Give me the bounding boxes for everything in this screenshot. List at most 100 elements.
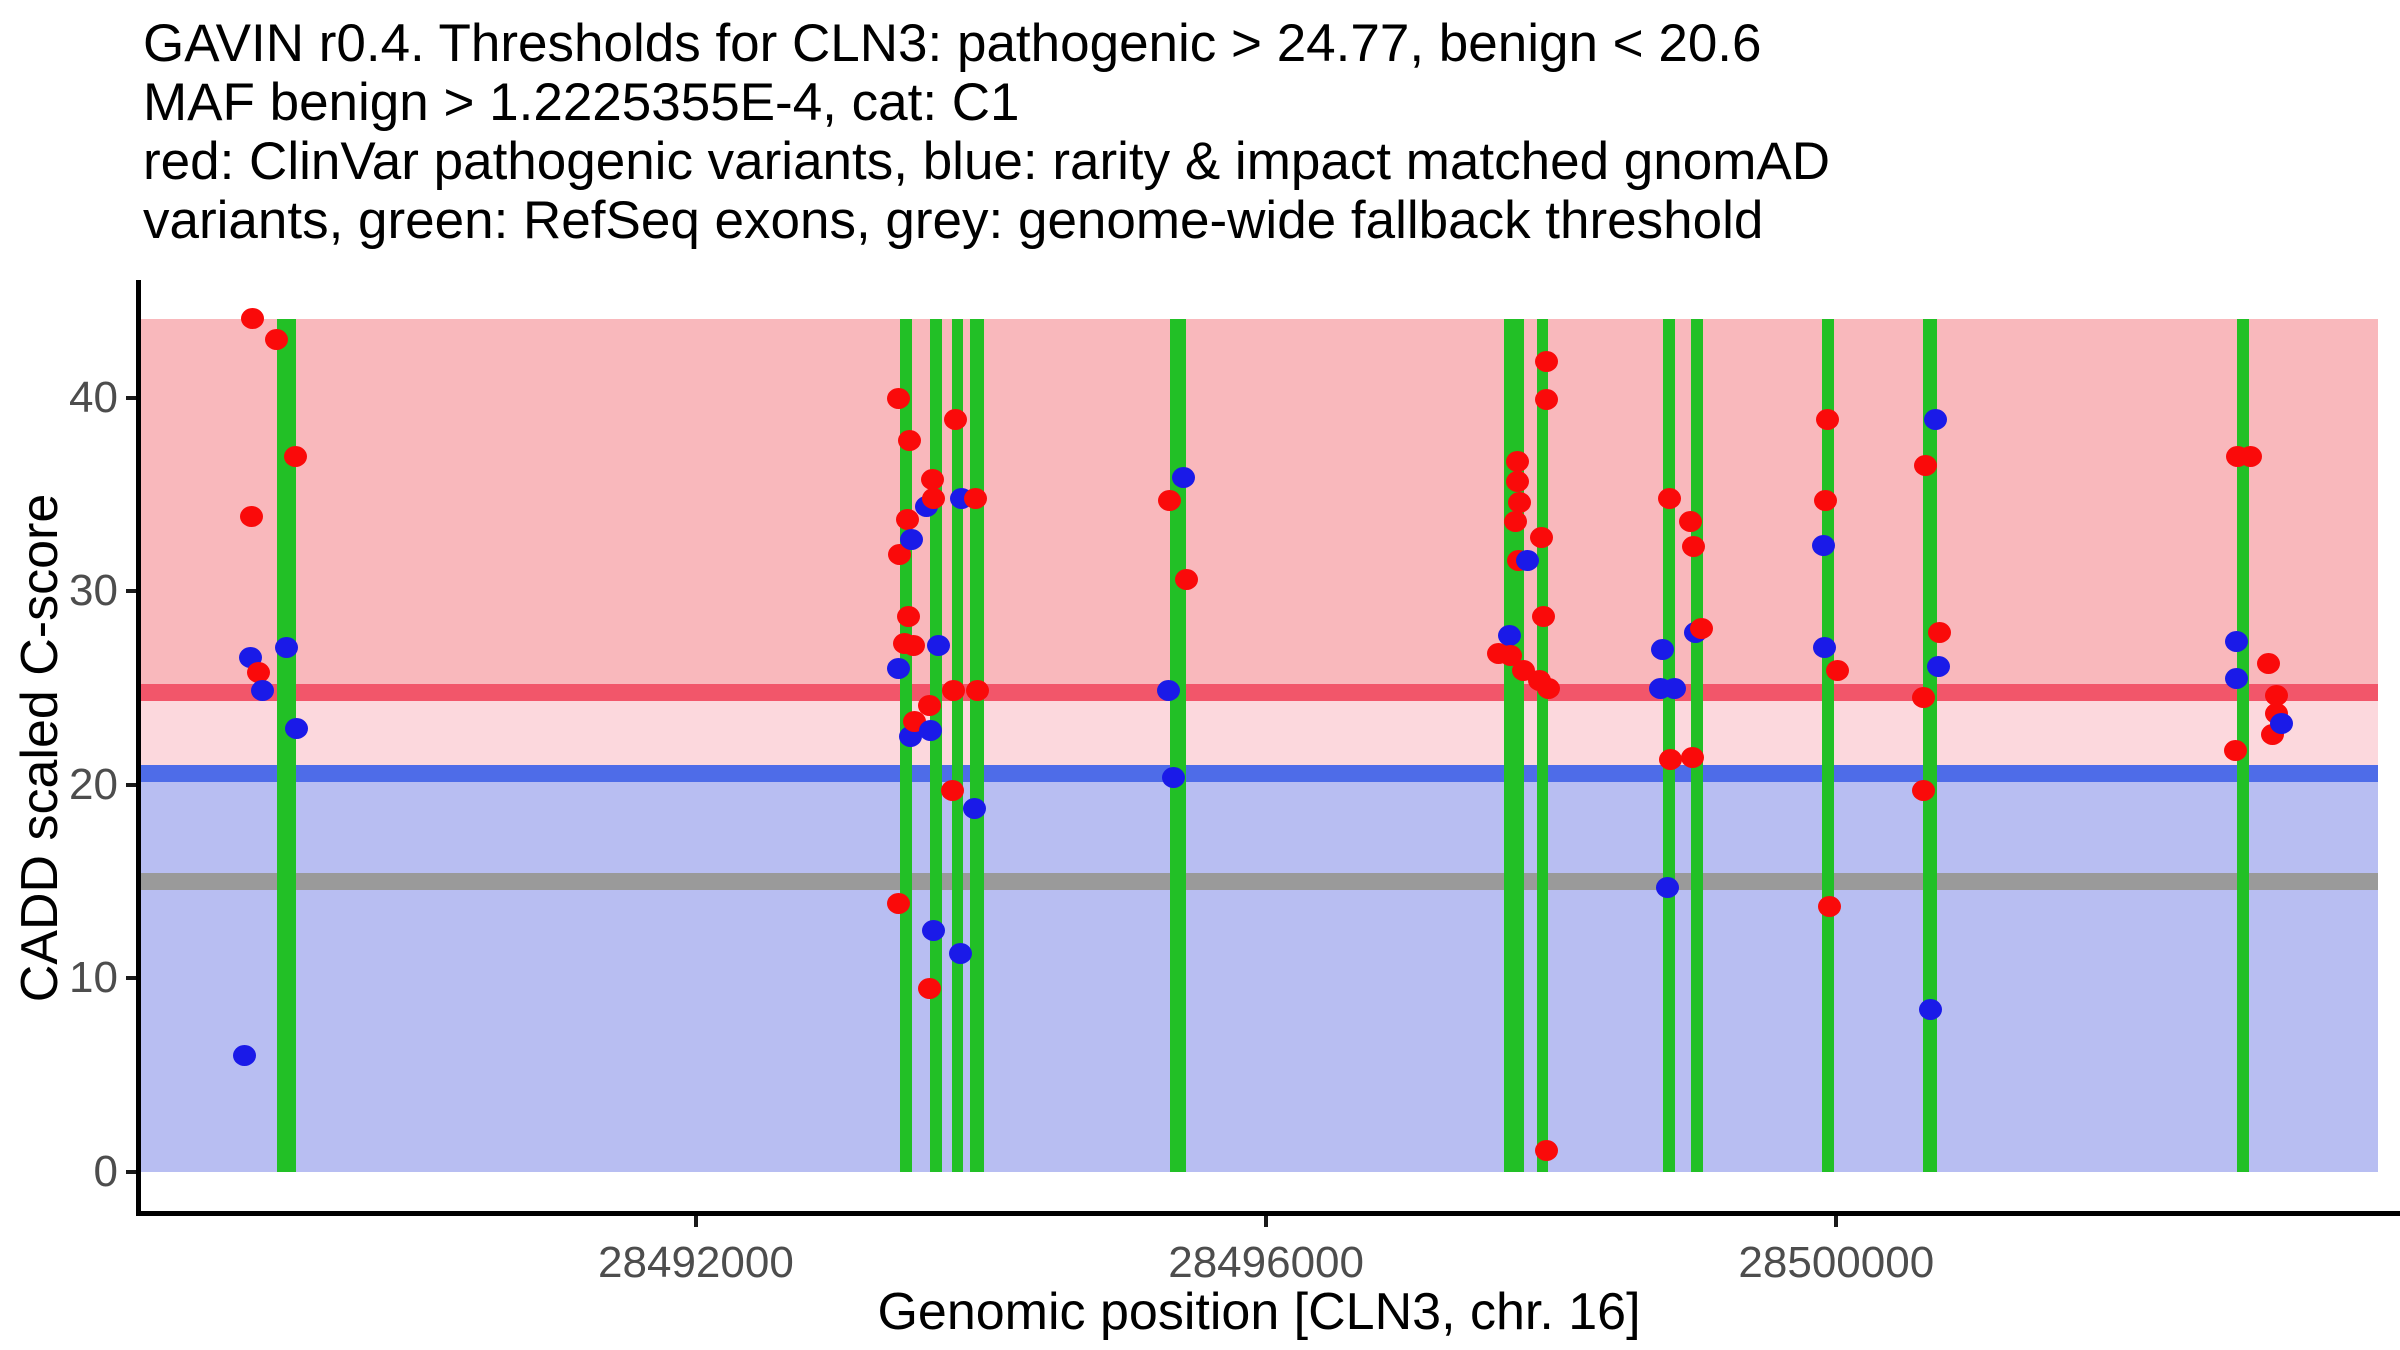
- scatter-point-clinvar: [1813, 490, 1837, 512]
- y-tick-mark: [126, 782, 140, 787]
- scatter-point-clinvar: [1504, 511, 1528, 533]
- exon-bar: [277, 318, 296, 1172]
- scatter-point-gnomad: [1926, 656, 1950, 678]
- scatter-point-clinvar: [896, 509, 920, 531]
- scatter-point-gnomad: [275, 637, 299, 659]
- scatter-point-gnomad: [1918, 998, 1942, 1020]
- scatter-point-gnomad: [1161, 766, 1185, 788]
- scatter-point-gnomad: [1812, 637, 1836, 659]
- exon-bar: [929, 318, 942, 1172]
- band-benign: [140, 773, 2378, 1172]
- scatter-point-clinvar: [1825, 660, 1849, 682]
- scatter-point-clinvar: [1817, 896, 1841, 918]
- scatter-point-clinvar: [1658, 488, 1682, 510]
- y-tick-label: 0: [93, 1146, 118, 1196]
- scatter-point-clinvar: [941, 780, 965, 802]
- scatter-point-gnomad: [1516, 550, 1540, 572]
- scatter-point-clinvar: [944, 408, 968, 430]
- x-tick-label: 28492000: [598, 1238, 794, 1287]
- y-tick-label: 10: [69, 953, 118, 1003]
- y-tick-label: 20: [69, 759, 118, 809]
- scatter-point-clinvar: [240, 505, 264, 527]
- scatter-point-gnomad: [927, 635, 951, 657]
- scatter-point-clinvar: [247, 662, 271, 684]
- scatter-point-clinvar: [241, 308, 265, 330]
- scatter-point-gnomad: [2225, 668, 2249, 690]
- scatter-point-gnomad: [922, 919, 946, 941]
- plot-panel: [140, 285, 2378, 1213]
- scatter-point-gnomad: [1171, 466, 1195, 488]
- scatter-point-clinvar: [898, 430, 922, 452]
- band-intermediate: [140, 692, 2378, 774]
- scatter-point-gnomad: [285, 718, 309, 740]
- scatter-point-clinvar: [1537, 677, 1561, 699]
- scatter-point-clinvar: [1689, 617, 1713, 639]
- scatter-point-clinvar: [1506, 451, 1530, 473]
- scatter-point-clinvar: [1680, 747, 1704, 769]
- scatter-point-clinvar: [921, 468, 945, 490]
- x-axis-line: [136, 1211, 2400, 1216]
- y-tick-mark: [126, 1169, 140, 1174]
- scatter-point-clinvar: [1681, 536, 1705, 558]
- threshold-line-pathogenic: [140, 684, 2378, 702]
- band-pathogenic: [140, 318, 2378, 693]
- title-line-1: GAVIN r0.4. Thresholds for CLN3: pathoge…: [143, 14, 1762, 73]
- scatter-point-gnomad: [900, 528, 924, 550]
- exon-bar: [1691, 318, 1704, 1172]
- x-tick-mark: [1834, 1213, 1839, 1227]
- x-tick-mark: [693, 1213, 698, 1227]
- exon-bar: [970, 318, 985, 1172]
- scatter-point-clinvar: [1535, 350, 1559, 372]
- exon-bar: [1822, 318, 1835, 1172]
- scatter-point-clinvar: [284, 445, 308, 467]
- scatter-point-clinvar: [888, 544, 912, 566]
- scatter-point-clinvar: [1913, 455, 1937, 477]
- scatter-point-clinvar: [902, 635, 926, 657]
- scatter-point-gnomad: [1656, 877, 1680, 899]
- scatter-point-clinvar: [1535, 389, 1559, 411]
- scatter-point-gnomad: [1498, 625, 1522, 647]
- chart-title: GAVIN r0.4. Thresholds for CLN3: pathoge…: [143, 14, 1830, 250]
- scatter-point-clinvar: [922, 488, 946, 510]
- threshold-line-benign: [140, 764, 2378, 782]
- scatter-point-gnomad: [1923, 408, 1947, 430]
- scatter-point-clinvar: [966, 679, 990, 701]
- scatter-point-clinvar: [265, 329, 289, 351]
- title-line-4: variants, green: RefSeq exons, grey: gen…: [143, 191, 1764, 250]
- y-tick-mark: [126, 976, 140, 981]
- exon-bar: [1662, 318, 1675, 1172]
- title-line-2: MAF benign > 1.2225355E-4, cat: C1: [143, 73, 1020, 132]
- scatter-point-clinvar: [897, 606, 921, 628]
- scatter-point-clinvar: [1530, 526, 1554, 548]
- scatter-point-clinvar: [1911, 780, 1935, 802]
- threshold-line-fallback: [140, 873, 2378, 891]
- scatter-point-clinvar: [2239, 445, 2263, 467]
- x-tick-label: 28496000: [1168, 1238, 1364, 1287]
- scatter-point-clinvar: [1911, 687, 1935, 709]
- scatter-point-gnomad: [233, 1045, 257, 1067]
- scatter-point-clinvar: [1927, 621, 1951, 643]
- scatter-point-clinvar: [1174, 569, 1198, 591]
- scatter-point-clinvar: [1815, 408, 1839, 430]
- scatter-point-clinvar: [1508, 491, 1532, 513]
- x-axis-title: Genomic position [CLN3, chr. 16]: [877, 1283, 1641, 1341]
- scatter-point-clinvar: [918, 977, 942, 999]
- scatter-point-gnomad: [1663, 677, 1687, 699]
- exon-bar: [951, 318, 964, 1172]
- scatter-point-clinvar: [887, 892, 911, 914]
- scatter-point-clinvar: [1532, 606, 1556, 628]
- y-tick-mark: [126, 589, 140, 594]
- scatter-point-gnomad: [1156, 679, 1180, 701]
- scatter-point-clinvar: [1535, 1140, 1559, 1162]
- scatter-point-gnomad: [949, 942, 972, 964]
- y-tick-mark: [126, 396, 140, 400]
- x-tick-mark: [1264, 1213, 1269, 1227]
- scatter-point-clinvar: [942, 679, 966, 701]
- scatter-point-gnomad: [2270, 712, 2294, 734]
- x-tick-label: 28500000: [1738, 1238, 1935, 1287]
- scatter-point-gnomad: [919, 720, 943, 742]
- scatter-point-gnomad: [963, 797, 987, 819]
- scatter-point-clinvar: [964, 488, 988, 510]
- y-tick-label: 40: [69, 373, 118, 422]
